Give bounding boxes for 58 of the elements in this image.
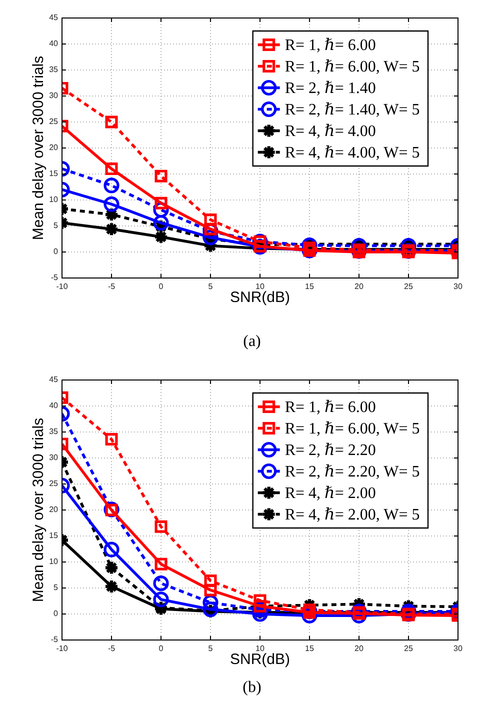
legend-label: R= 4, ℏ= 4.00	[284, 122, 376, 140]
x-axis-title: SNR(dB)	[230, 289, 290, 306]
y-tick-label: 45	[49, 375, 59, 384]
y-axis-title: Mean delay over 3000 trials	[30, 56, 48, 240]
y-tick-label: 25	[49, 117, 59, 126]
y-tick-label: 5	[54, 583, 59, 592]
x-tick-label: 5	[208, 282, 214, 292]
y-tick-label: 30	[49, 91, 59, 100]
legend-label: R= 2, ℏ= 2.20, W= 5	[284, 463, 420, 480]
y-tick-label: 10	[49, 195, 59, 204]
x-tick-label: 0	[158, 282, 164, 292]
y-tick-label: 45	[49, 13, 59, 22]
x-tick-label: 0	[158, 644, 164, 654]
x-tick-label: 25	[404, 644, 414, 654]
y-axis-title: Mean delay over 3000 trials	[30, 418, 48, 602]
x-tick-label: 15	[305, 282, 314, 292]
y-tick-label: -5	[50, 635, 59, 644]
x-tick-label: 30	[454, 644, 463, 654]
y-tick-label: 5	[54, 221, 59, 230]
x-tick-label: 10	[256, 282, 265, 292]
legend-label: R= 4, ℏ= 2.00, W= 5	[284, 506, 420, 524]
x-tick-label: 25	[404, 282, 414, 292]
legend-label: R= 2, ℏ= 2.20	[284, 442, 376, 459]
text: (b)	[242, 678, 262, 698]
x-tick-label: -10	[56, 282, 68, 292]
x-tick-label: 15	[305, 644, 314, 654]
legend-label: R= 2, ℏ= 1.40, W= 5	[284, 101, 420, 118]
x-tick-label: -10	[56, 644, 68, 654]
x-tick-label: -5	[108, 282, 116, 292]
y-tick-label: 40	[49, 39, 59, 48]
x-tick-label: 5	[208, 644, 214, 654]
y-tick-label: 0	[54, 609, 59, 618]
y-tick-label: 20	[49, 505, 59, 514]
y-tick-label: 30	[49, 453, 59, 462]
x-tick-label: 10	[256, 644, 265, 654]
legend-label: R= 2, ℏ= 1.40	[284, 80, 376, 97]
y-tick-label: 35	[49, 427, 59, 436]
legend-label: R= 1, ℏ= 6.00, W= 5	[284, 58, 420, 76]
x-axis-title: SNR(dB)	[230, 651, 290, 668]
legend-label: R= 4, ℏ= 2.00	[284, 484, 376, 502]
x-tick-label: -5	[108, 644, 116, 654]
x-tick-label: 30	[454, 282, 463, 292]
x-tick-label: 20	[354, 282, 364, 292]
y-tick-label: 35	[49, 65, 59, 74]
legend-label: R= 4, ℏ= 4.00, W= 5	[284, 144, 420, 162]
y-tick-label: 25	[49, 479, 59, 488]
legend-label: R= 1, ℏ= 6.00, W= 5	[284, 420, 420, 438]
y-tick-label: -5	[50, 273, 59, 282]
y-tick-label: 15	[49, 531, 59, 540]
y-tick-label: 0	[54, 247, 59, 256]
y-tick-label: 20	[49, 143, 59, 152]
legend-label: R= 1, ℏ= 6.00	[284, 36, 376, 54]
legend-label: R= 1, ℏ= 6.00	[284, 398, 376, 416]
y-tick-label: 15	[49, 169, 59, 178]
text: (a)	[242, 332, 262, 352]
x-tick-label: 20	[354, 644, 364, 654]
y-tick-label: 10	[49, 557, 59, 566]
y-tick-label: 40	[49, 401, 59, 410]
